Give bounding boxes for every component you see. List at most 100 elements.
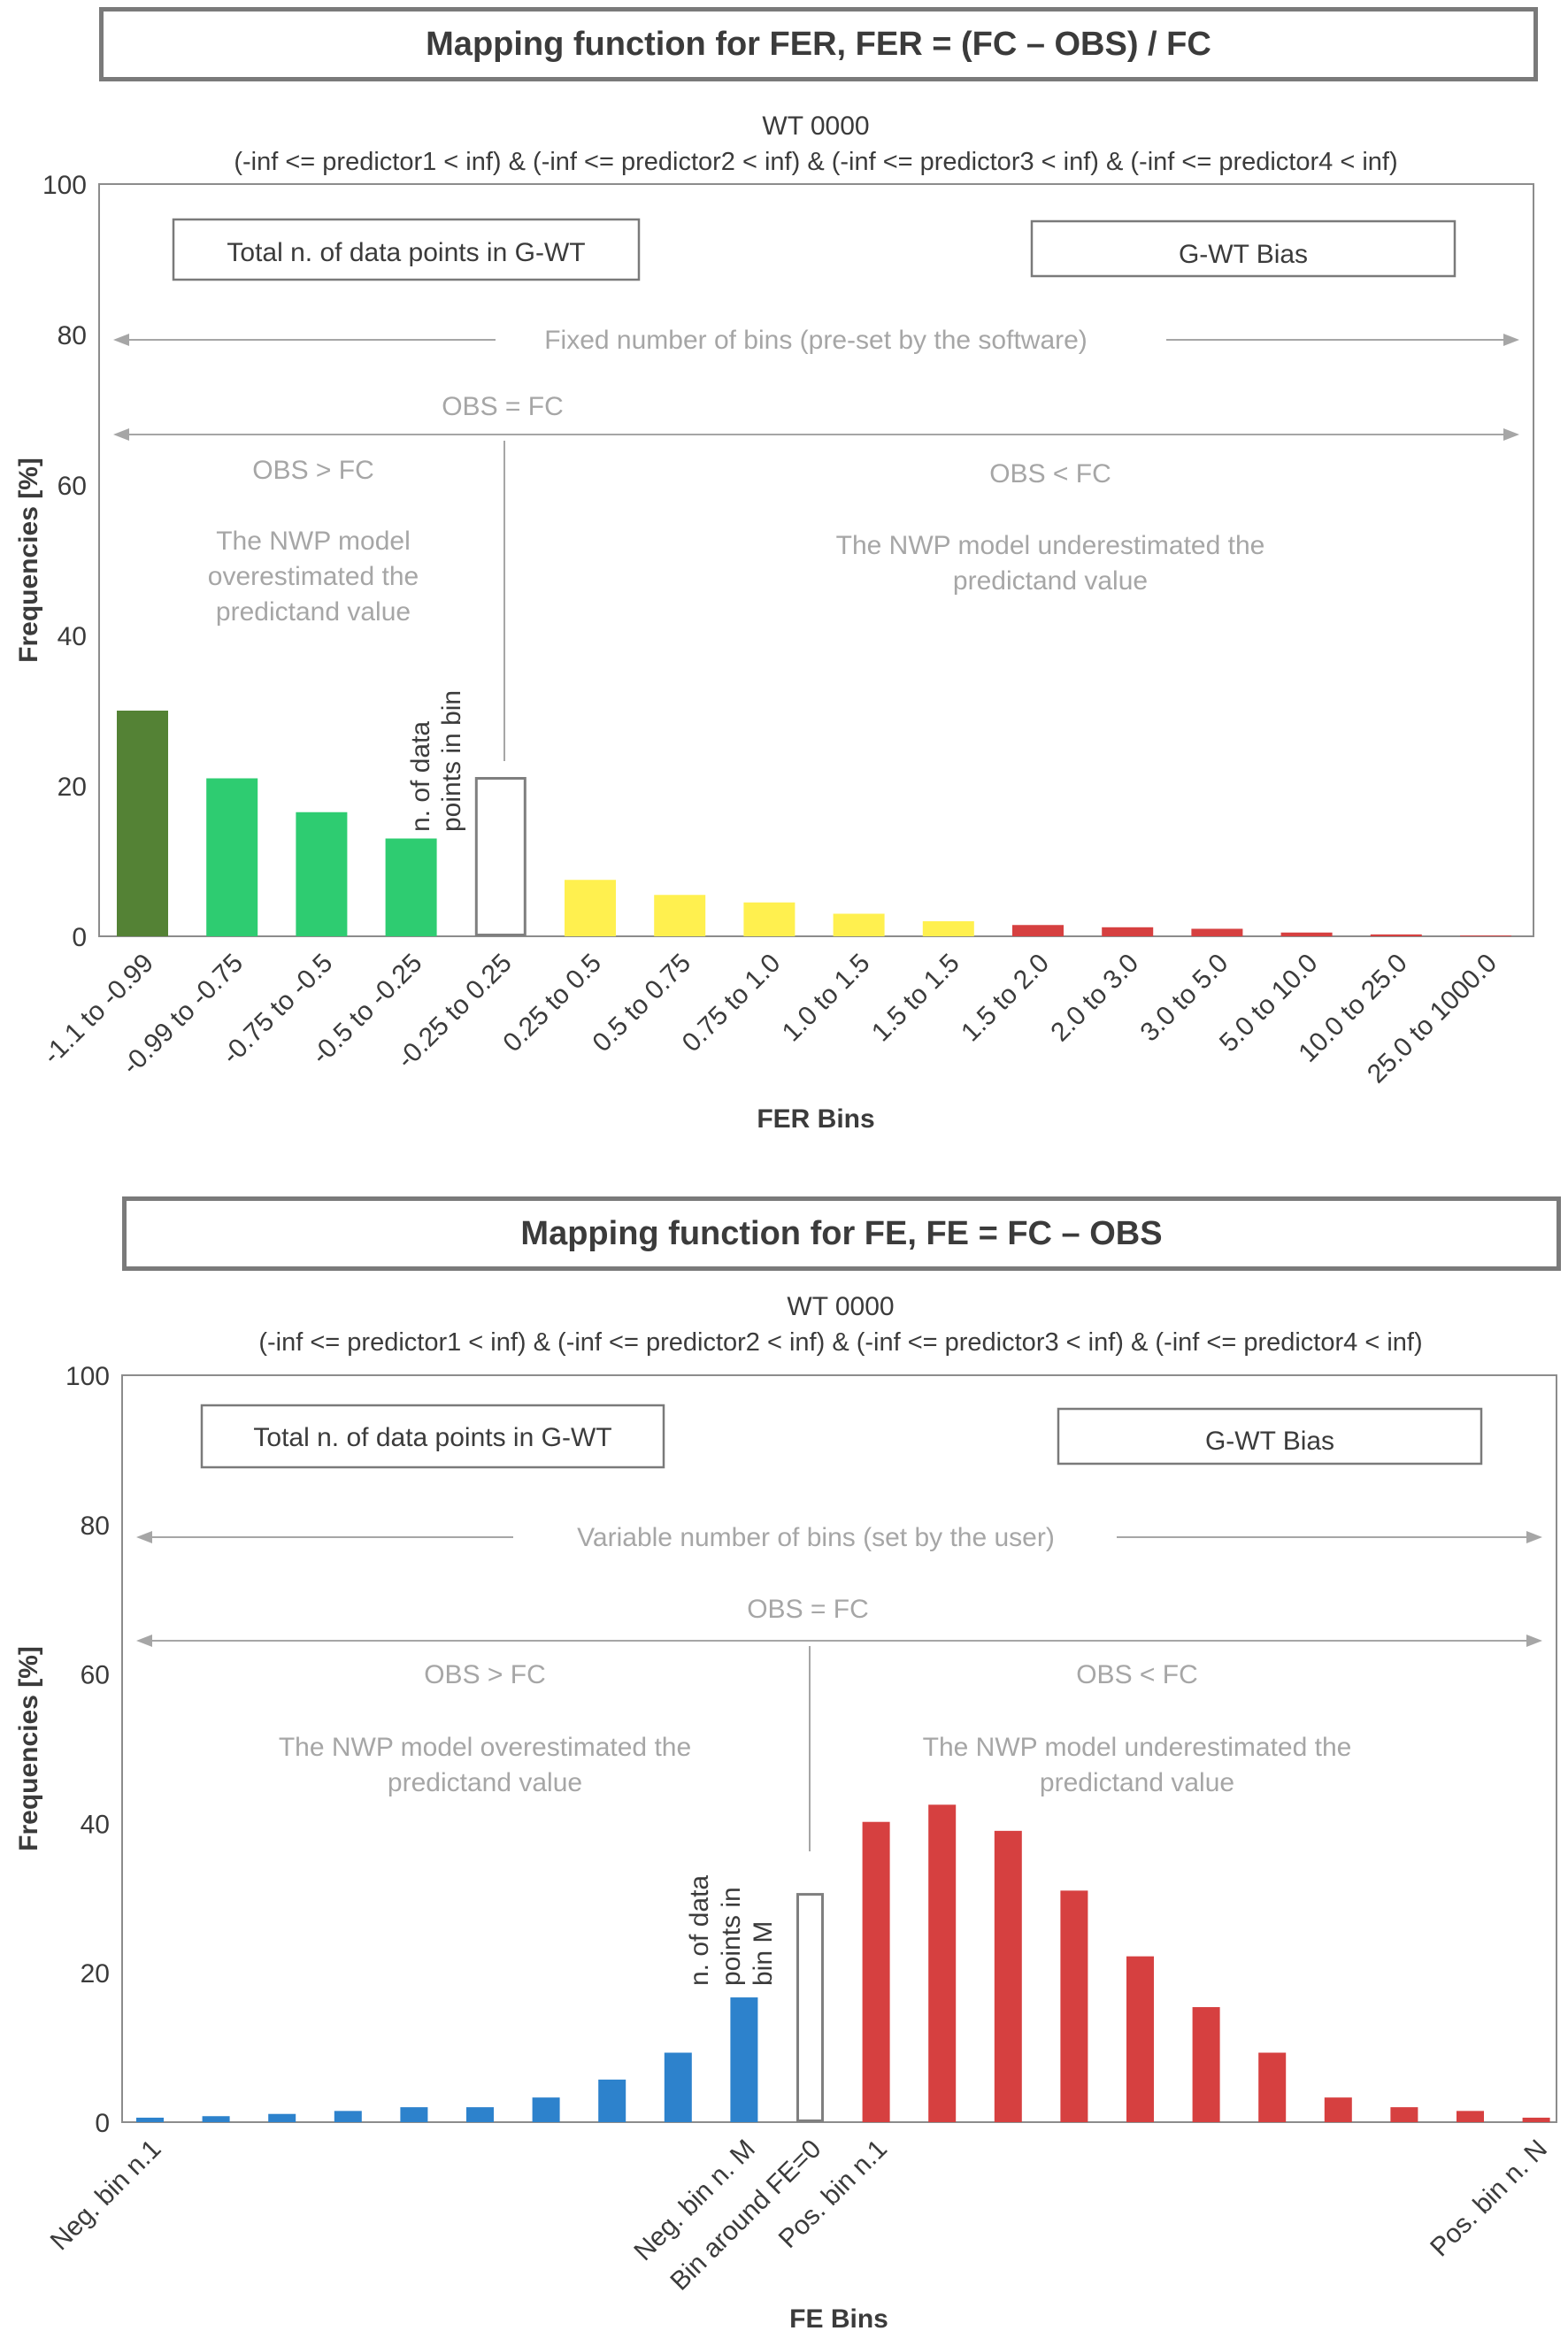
fe-y-tick-label: 20 — [81, 1959, 110, 1989]
fer-overestimated-text: overestimated the — [208, 562, 419, 591]
fer-bias-box — [1030, 219, 1457, 278]
fer-y-axis-label: Frequencies [%] — [14, 458, 43, 663]
fe-x-tick-label: Neg. bin n.1 — [45, 2135, 167, 2257]
fer-bar — [922, 921, 974, 936]
fe-total-points-text: Total n. of data points in G-WT — [253, 1423, 611, 1452]
fer-overestimated-text: predictand value — [216, 597, 411, 627]
fe-bar — [532, 2097, 560, 2122]
fer-total-points-text: Total n. of data points in G-WT — [227, 238, 585, 267]
fer-bar — [117, 711, 168, 936]
fe-obs-eq-fc-label: OBS = FC — [747, 1595, 869, 1624]
fe-obs-lt-fc-label: OBS < FC — [1076, 1660, 1198, 1689]
fer-bar — [565, 880, 616, 936]
fer-x-tick-label: 1.5 to 1.5 — [866, 949, 965, 1048]
fe-x-tick-label: Pos. bin n. N — [1425, 2135, 1553, 2263]
fe-wt-label: WT 0000 — [787, 1292, 894, 1321]
fe-bar-note: n. of data — [685, 1875, 714, 1986]
fer-bins-arrowhead-left — [113, 334, 129, 346]
fe-y-tick-label: 60 — [81, 1661, 110, 1690]
fe-bar — [1457, 2111, 1484, 2122]
fe-overestimated-text: predictand value — [388, 1768, 582, 1797]
fe-panel-heading: Mapping function for FE, FE = FC – OBS — [122, 1196, 1561, 1271]
fe-bar — [1324, 2097, 1352, 2122]
fer-y-tick-label: 0 — [72, 923, 87, 952]
fer-y-tick-label: 60 — [58, 472, 87, 501]
fe-y-tick-label: 40 — [81, 1810, 110, 1839]
fer-bar — [833, 913, 885, 936]
fe-y-tick-label: 80 — [81, 1512, 110, 1541]
fe-bar — [400, 2107, 428, 2122]
fe-bar-note: bin M — [749, 1921, 778, 1986]
fe-overestimated-text: The NWP model overestimated the — [279, 1733, 691, 1762]
fer-bar-center — [474, 777, 527, 936]
fe-bias-box — [1057, 1407, 1483, 1466]
fe-bar — [730, 1997, 758, 2122]
fe-bar — [1126, 1956, 1154, 2122]
fe-bins-note: Variable number of bins (set by the user… — [577, 1523, 1055, 1552]
fer-obs-eq-fc-label: OBS = FC — [442, 392, 564, 421]
fer-obs-gt-fc-label: OBS > FC — [252, 456, 374, 485]
fe-bar — [1390, 2107, 1418, 2122]
fer-wt-label: WT 0000 — [762, 112, 869, 141]
fer-bins-arrowhead-right — [1503, 334, 1519, 346]
fe-plot-frame — [121, 1374, 1557, 2123]
fer-bar — [1280, 932, 1333, 936]
fe-bar — [598, 2079, 626, 2122]
fer-y-tick-label: 20 — [58, 773, 87, 802]
fer-plot-frame — [98, 183, 1534, 937]
fer-bar — [385, 838, 437, 936]
fe-x-axis-label: FE Bins — [789, 2304, 888, 2331]
fe-y-axis-label: Frequencies [%] — [14, 1646, 43, 1851]
fe-bar — [1522, 2117, 1550, 2122]
fe-obs-range-arrow-head-right — [1526, 1635, 1542, 1647]
fer-bar-note: n. of data — [406, 721, 435, 832]
fe-condition-text: (-inf <= predictor1 < inf) & (-inf <= pr… — [258, 1328, 1422, 1357]
fer-bar — [1370, 934, 1422, 936]
fer-x-tick-label: 0.75 to 1.0 — [677, 949, 787, 1058]
fe-bar — [466, 2107, 494, 2122]
fe-obs-gt-fc-label: OBS > FC — [424, 1660, 546, 1689]
fe-bar — [1192, 2007, 1220, 2122]
fe-bar — [928, 1804, 957, 2122]
fer-obs-lt-fc-label: OBS < FC — [989, 459, 1111, 489]
fe-bar-center — [796, 1893, 824, 2123]
fer-bar — [1012, 925, 1064, 936]
fe-bar — [862, 1821, 890, 2122]
fe-bias-text: G-WT Bias — [1205, 1427, 1334, 1456]
fe-underestimated-text: predictand value — [1040, 1768, 1234, 1797]
fer-y-tick-label: 80 — [58, 321, 87, 350]
fer-bar — [1191, 928, 1243, 936]
fer-total-points-box — [172, 218, 641, 281]
fe-bar — [268, 2113, 296, 2122]
fer-bar-note: points in bin — [437, 690, 466, 832]
fer-bias-text: G-WT Bias — [1179, 240, 1308, 269]
fe-bar — [1258, 2052, 1287, 2122]
fer-x-axis-label: FER Bins — [757, 1104, 874, 1134]
fe-bar — [334, 2111, 362, 2122]
fe-bar — [994, 1830, 1022, 2122]
fe-bar — [202, 2116, 230, 2122]
fer-panel-heading: Mapping function for FER, FER = (FC – OB… — [99, 7, 1538, 81]
fer-y-tick-label: 40 — [58, 622, 87, 651]
fe-bar-note: points in — [717, 1887, 746, 1986]
fer-underestimated-text: The NWP model underestimated the — [836, 531, 1265, 560]
fer-bar — [654, 895, 706, 936]
fe-y-tick-label: 0 — [95, 2109, 110, 2138]
fer-x-tick-label: 1.0 to 1.5 — [777, 949, 876, 1048]
fer-condition-text: (-inf <= predictor1 < inf) & (-inf <= pr… — [234, 148, 1397, 176]
fer-bar — [1102, 927, 1154, 936]
fe-bar — [136, 2117, 164, 2122]
fer-bar — [296, 812, 348, 936]
fer-obs-range-arrow-head-right — [1503, 428, 1519, 441]
fe-bins-arrowhead-right — [1526, 1531, 1542, 1543]
fe-underestimated-text: The NWP model underestimated the — [923, 1733, 1352, 1762]
fer-bar — [743, 902, 796, 936]
fer-obs-range-arrow-head-left — [113, 428, 129, 441]
fe-bins-arrowhead-left — [136, 1531, 152, 1543]
fer-bar — [1460, 935, 1511, 936]
fer-bar — [206, 778, 258, 936]
fer-x-tick-label: 1.5 to 2.0 — [956, 949, 1055, 1048]
fer-bins-note: Fixed number of bins (pre-set by the sof… — [544, 326, 1088, 355]
fer-x-tick-label: 2.0 to 3.0 — [1045, 949, 1144, 1048]
